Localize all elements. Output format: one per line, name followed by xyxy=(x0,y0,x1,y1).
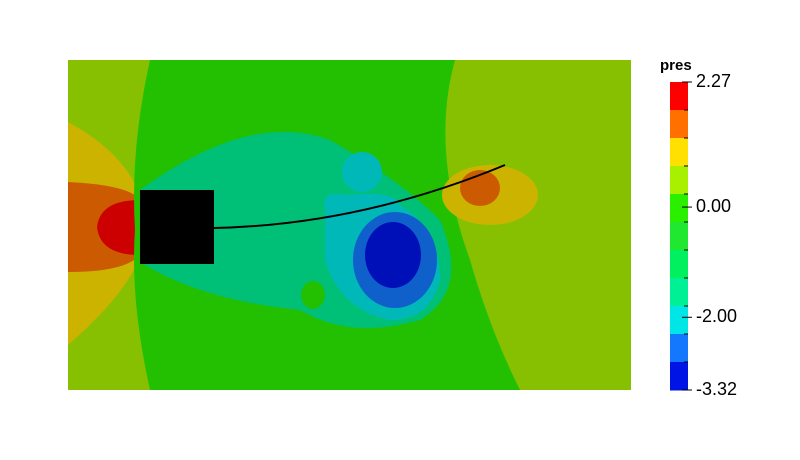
colorbar-band xyxy=(670,306,688,335)
contour-field xyxy=(68,60,631,390)
colorbar-band xyxy=(670,250,688,279)
colorbar-title: pres xyxy=(660,57,692,74)
contour-region xyxy=(342,152,382,192)
colorbar-tick-label: -2.00 xyxy=(696,306,737,326)
colorbar-band xyxy=(670,278,688,307)
colorbar-band xyxy=(670,194,688,223)
body-square xyxy=(140,190,214,264)
colorbar-band xyxy=(670,334,688,363)
colorbar-band xyxy=(670,82,688,111)
colorbar-band xyxy=(670,138,688,167)
colorbar-band xyxy=(670,166,688,195)
colorbar-tick-label: 0.00 xyxy=(696,196,731,216)
flap-line xyxy=(213,164,506,229)
colorbar-tick-label: -3.32 xyxy=(696,379,737,399)
colorbar-band xyxy=(670,222,688,251)
colorbar-band xyxy=(670,110,688,139)
colorbar: 2.27 0.00 -2.00 -3.32 xyxy=(670,71,737,399)
contour-region xyxy=(365,222,421,288)
contour-region xyxy=(97,200,140,255)
colorbar-band xyxy=(670,362,688,391)
contour-region xyxy=(301,281,325,309)
colorbar-tick-label: 2.27 xyxy=(696,71,731,91)
